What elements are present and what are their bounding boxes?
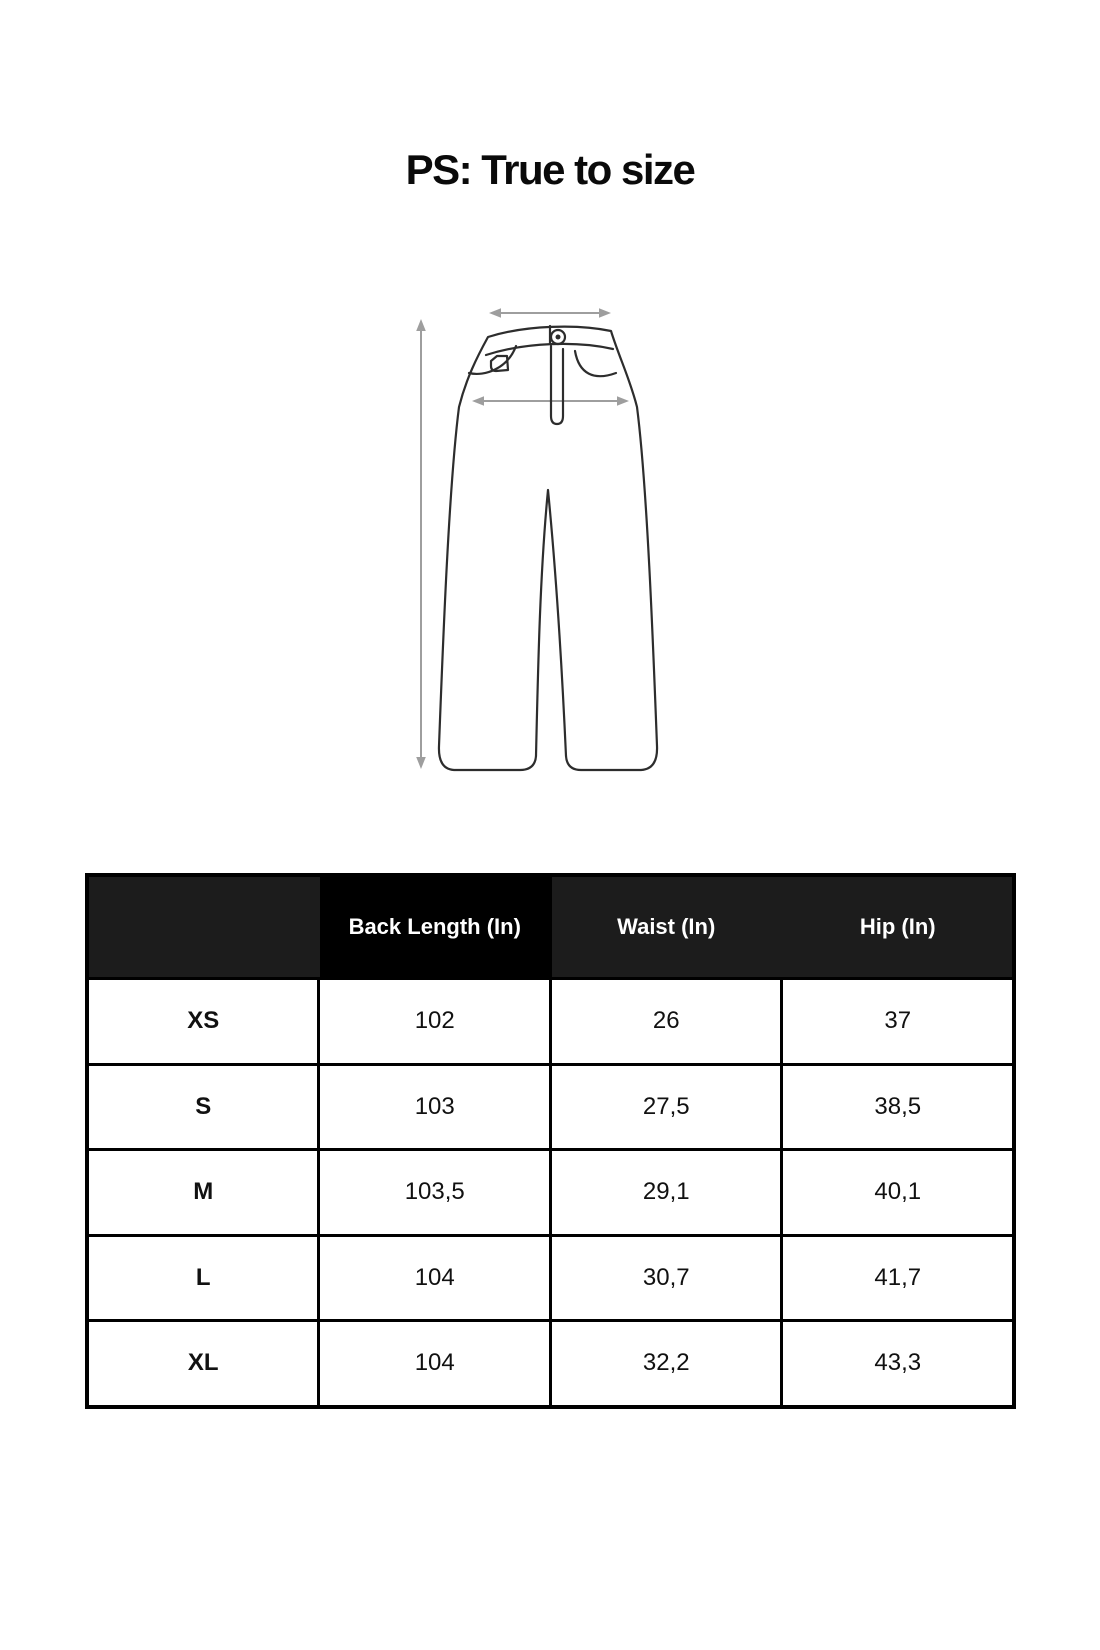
fly-button [549, 328, 567, 346]
size-label: XL [85, 1319, 321, 1408]
size-label: XS [85, 977, 321, 1066]
fly-placket [549, 344, 565, 426]
fly-button-dot [555, 334, 561, 340]
back-length-arrow [416, 319, 426, 769]
hip-value: 38,5 [780, 1062, 1016, 1151]
hip-value: 43,3 [780, 1319, 1016, 1408]
hip-value: 40,1 [780, 1148, 1016, 1237]
hip-value: 37 [780, 977, 1016, 1066]
waistband-bottom-line [484, 342, 615, 357]
col-header-back-length: Back Length (In) [317, 873, 552, 980]
size-label: L [85, 1233, 321, 1322]
back-length-value: 102 [317, 977, 552, 1066]
table-row-s: S 103 27,5 38,5 [85, 1062, 1016, 1151]
right-pocket [573, 349, 618, 378]
pants-outline [437, 325, 659, 772]
back-length-value: 103 [317, 1062, 552, 1151]
size-label: S [85, 1062, 321, 1151]
back-length-value: 104 [317, 1233, 552, 1322]
corner-header-cell [85, 873, 321, 980]
table-row-l: L 104 30,7 41,7 [85, 1233, 1016, 1322]
col-header-waist: Waist (In) [548, 873, 784, 980]
waist-value: 30,7 [548, 1233, 784, 1322]
waist-value: 29,1 [548, 1148, 784, 1237]
waist-value: 26 [548, 977, 784, 1066]
header-row: Back Length (In) Waist (In) Hip (In) [85, 873, 1016, 980]
hip-value: 41,7 [780, 1233, 1016, 1322]
back-length-value: 103,5 [317, 1148, 552, 1237]
table-row-xl: XL 104 32,2 43,3 [85, 1319, 1016, 1408]
waist-arrow [489, 308, 611, 318]
coin-pocket [489, 354, 510, 373]
waist-value: 27,5 [548, 1062, 784, 1151]
size-table: Back Length (In) Waist (In) Hip (In) XS … [85, 873, 1016, 1409]
page-title: PS: True to size [405, 146, 696, 193]
col-header-hip: Hip (In) [780, 873, 1016, 980]
left-pocket [467, 344, 518, 375]
size-label: M [85, 1148, 321, 1237]
waist-value: 32,2 [548, 1319, 784, 1408]
pants-size-diagram [416, 308, 659, 772]
back-length-value: 104 [317, 1319, 552, 1408]
table-row-m: M 103,5 29,1 40,1 [85, 1148, 1016, 1237]
pants-diagram [380, 280, 680, 780]
table-row-xs: XS 102 26 37 [85, 977, 1016, 1066]
